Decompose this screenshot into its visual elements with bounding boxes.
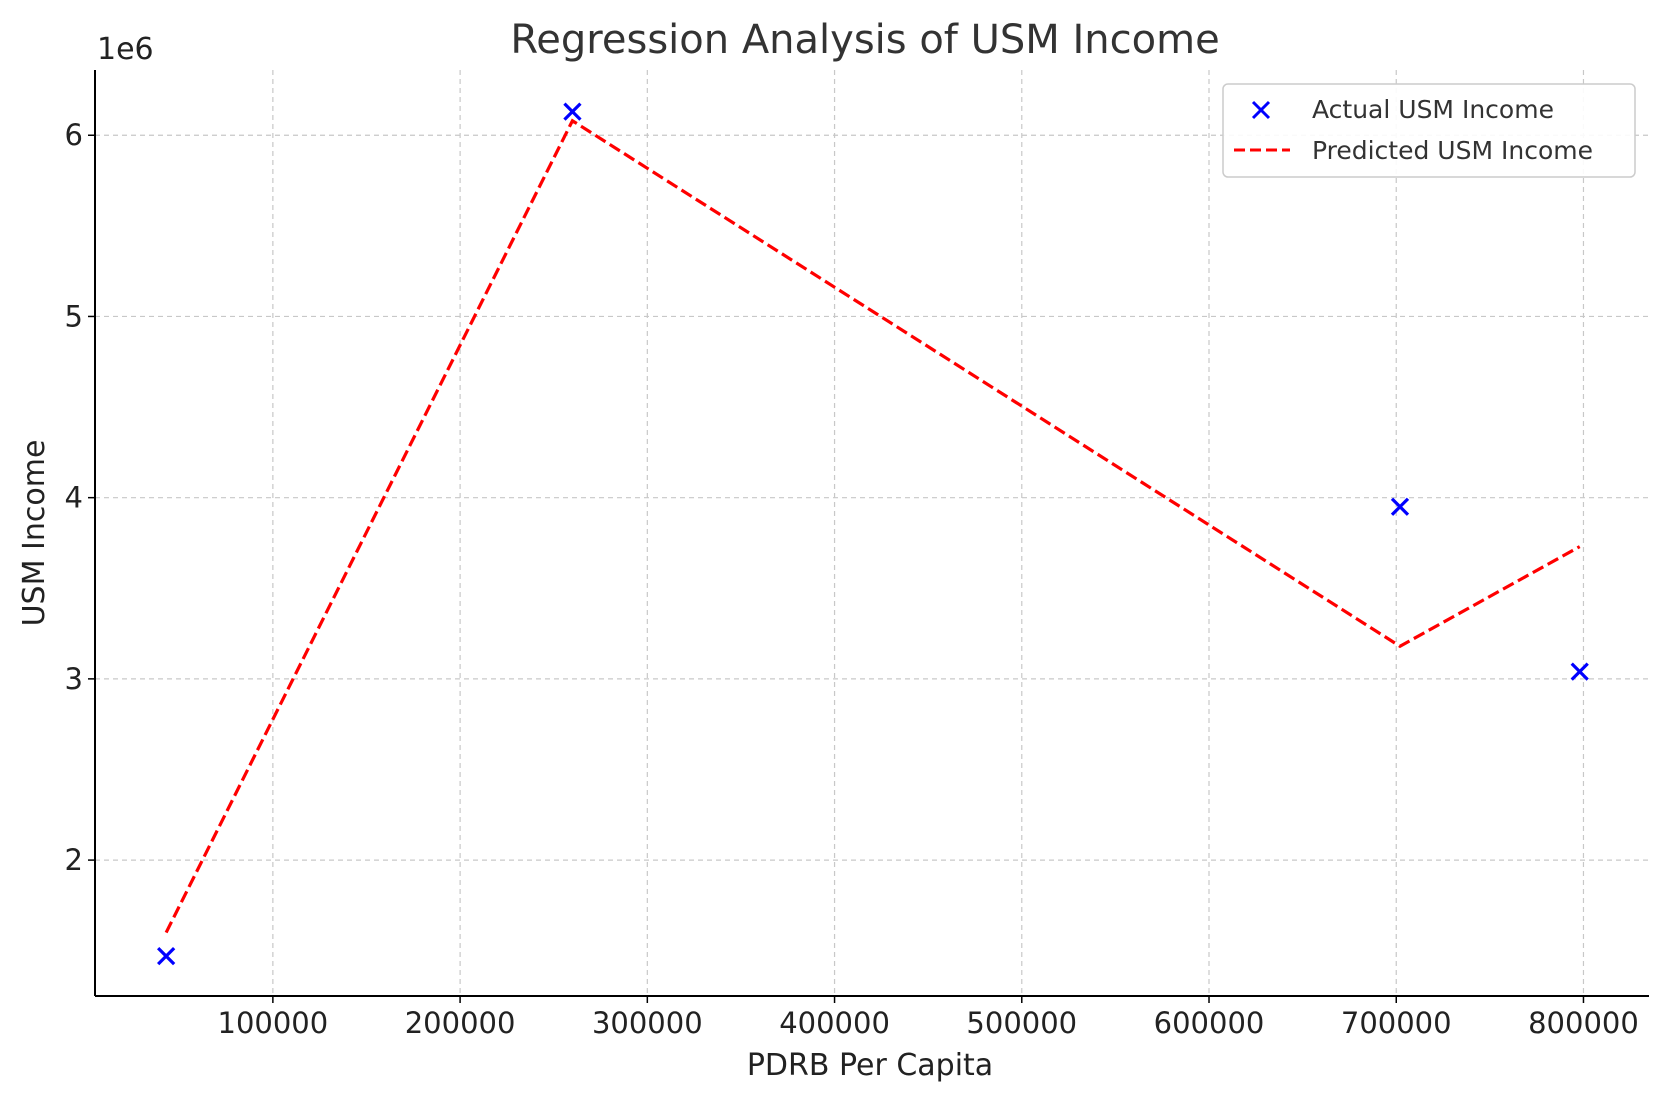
y-offset-label: 1e6 xyxy=(97,32,154,67)
data-point-x-marker xyxy=(1570,662,1589,681)
x-tick-label: 200000 xyxy=(405,1006,516,1040)
axes xyxy=(94,70,1649,997)
y-tick-label: 2 xyxy=(65,843,83,877)
x-tick-label: 500000 xyxy=(966,1006,1077,1040)
x-tick-label: 700000 xyxy=(1341,1006,1452,1040)
y-tick-label: 6 xyxy=(65,118,83,152)
data-point-x-marker xyxy=(157,947,176,966)
predicted-line xyxy=(164,118,1581,934)
x-tick-label: 400000 xyxy=(779,1006,890,1040)
legend-marker-x-icon xyxy=(1251,100,1271,120)
legend: Actual USM Income Predicted USM Income xyxy=(1222,83,1636,178)
plot-area xyxy=(157,102,1589,966)
x-tick-label: 600000 xyxy=(1154,1006,1265,1040)
y-axis-label: USM Income xyxy=(17,440,52,627)
grid-lines xyxy=(95,70,1649,996)
y-tick-label: 4 xyxy=(65,481,83,515)
legend-box xyxy=(1222,83,1636,178)
data-point-x-marker xyxy=(563,102,582,121)
x-ticks: 100000 200000 300000 400000 500000 600000 7000… xyxy=(218,996,1639,1040)
x-tick-label: 300000 xyxy=(592,1006,703,1040)
x-axis-label: PDRB Per Capita xyxy=(747,1048,993,1083)
legend-label-predicted: Predicted USM Income xyxy=(1312,136,1593,165)
chart-title: Regression Analysis of USM Income xyxy=(510,17,1219,63)
y-ticks: 2 3 4 5 6 xyxy=(65,118,95,877)
x-tick-label: 100000 xyxy=(218,1006,329,1040)
legend-label-actual: Actual USM Income xyxy=(1312,95,1554,124)
x-tick-label: 800000 xyxy=(1528,1006,1639,1040)
y-tick-label: 5 xyxy=(65,299,83,333)
data-point-x-marker xyxy=(1390,497,1410,516)
y-tick-label: 3 xyxy=(65,662,83,696)
